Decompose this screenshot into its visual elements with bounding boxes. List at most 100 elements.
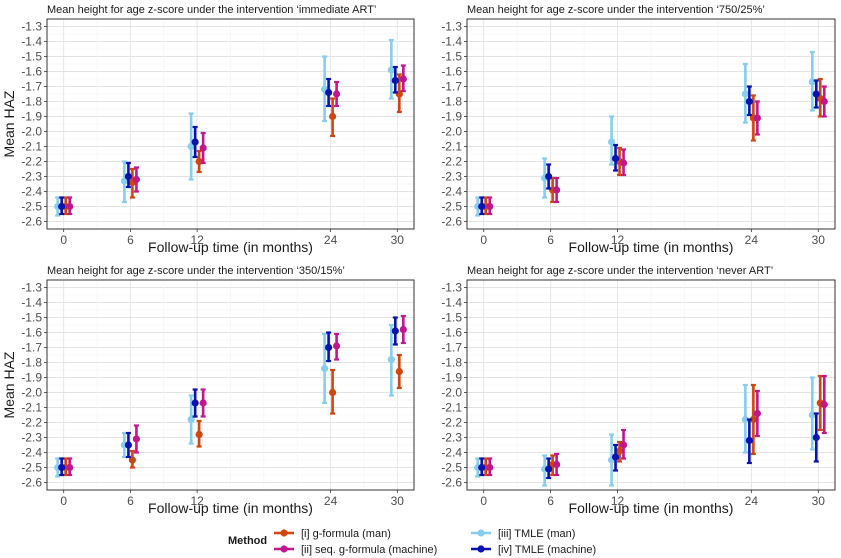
data-point (545, 465, 553, 473)
legend-title: Method (228, 535, 267, 547)
data-point (486, 202, 494, 211)
data-point (741, 90, 749, 98)
y-tick-label: -1.8 (21, 95, 42, 109)
y-tick-label: -2.6 (441, 476, 462, 490)
legend-item: [iv] TMLE (machine) (471, 544, 596, 556)
y-tick-label: -1.4 (21, 296, 42, 310)
y-tick-label: -2.2 (441, 155, 462, 169)
legend-swatch-point (280, 545, 288, 553)
x-tick-label: 0 (60, 494, 67, 508)
x-tick-label: 12 (190, 233, 204, 247)
data-point (741, 415, 749, 424)
y-tick-label: -2.5 (21, 461, 42, 475)
y-tick-label: -2.1 (21, 140, 42, 154)
y-tick-label: -1.7 (21, 80, 42, 94)
y-tick-label: -1.7 (21, 341, 42, 355)
y-tick-label: -1.9 (21, 371, 42, 385)
data-point (58, 463, 66, 472)
data-point (387, 66, 395, 74)
data-point (132, 175, 141, 184)
y-tick-label: -2.4 (21, 185, 42, 199)
x-tick-label: 12 (190, 494, 204, 508)
y-tick-label: -1.3 (441, 281, 462, 295)
y-tick-label: -1.9 (21, 110, 42, 124)
y-tick-label: -2.1 (441, 401, 462, 415)
series-tmle-man (54, 323, 395, 478)
data-point (187, 415, 195, 424)
series-tmle-man (474, 376, 816, 487)
data-point (820, 400, 828, 409)
y-tick-label: -1.6 (441, 65, 462, 79)
x-tick-label: 6 (547, 494, 554, 508)
panel-title: Mean height for age z-score under the in… (467, 4, 765, 16)
y-tick-label: -2.4 (441, 185, 462, 199)
series-seq-g-formula-machine (486, 85, 828, 216)
chart-panel-4: Mean height for age z-score under the in… (441, 265, 836, 516)
data-point (545, 172, 553, 181)
y-axis-label: Mean HAZ (1, 351, 17, 418)
data-point (391, 327, 399, 335)
grid-lines (47, 280, 414, 490)
data-point (619, 159, 628, 167)
x-axis-label: Follow-up time (in months) (148, 239, 313, 255)
data-point (66, 463, 74, 472)
legend-item: [ii] seq. g-formula (machine) (274, 544, 437, 556)
series-seq-g-formula-machine (66, 64, 407, 216)
y-tick-label: -1.5 (21, 50, 42, 64)
y-tick-label: -2.4 (441, 446, 462, 460)
legend-swatch-point (280, 529, 288, 537)
data-point (195, 430, 203, 439)
y-tick-label: -1.4 (441, 296, 462, 310)
y-tick-label: -2.3 (441, 431, 462, 445)
data-point (749, 415, 757, 424)
y-tick-label: -2.0 (21, 386, 42, 400)
x-tick-label: 24 (745, 233, 759, 247)
legend-label: [i] g-formula (man) (301, 528, 391, 540)
y-tick-label: -1.3 (21, 281, 42, 295)
y-tick-label: -1.9 (441, 371, 462, 385)
y-tick-label: -2.5 (441, 200, 462, 214)
chart-panel-3: Mean height for age z-score under the in… (1, 265, 415, 516)
x-tick-label: 24 (745, 494, 759, 508)
legend-label: [iii] TMLE (man) (498, 528, 575, 540)
y-tick-label: -1.5 (441, 50, 462, 64)
data-point (553, 460, 561, 469)
series-seq-g-formula-machine (486, 374, 828, 477)
y-tick-label: -2.3 (21, 431, 42, 445)
y-tick-label: -1.7 (441, 341, 462, 355)
y-tick-label: -2.4 (21, 446, 42, 460)
data-point (132, 435, 141, 443)
data-point (553, 186, 561, 194)
legend: Method [i] g-formula (man) [ii] seq. g-for… (228, 528, 596, 556)
panel-border (466, 279, 836, 491)
data-point (191, 138, 199, 146)
data-point (332, 90, 341, 98)
y-tick-label: -2.2 (21, 155, 42, 169)
legend-swatch-point (477, 529, 485, 537)
grid-lines (467, 280, 835, 490)
legend-label: [ii] seq. g-formula (machine) (301, 544, 437, 556)
series-tmle-machine (58, 65, 399, 216)
series-seq-g-formula-machine (66, 314, 407, 477)
data-point (128, 456, 137, 464)
data-point (199, 399, 207, 407)
data-point (820, 97, 828, 106)
x-axis-label: Follow-up time (in months) (569, 500, 734, 516)
chart-panel-1: Mean height for age z-score under the in… (1, 4, 415, 255)
y-tick-label: -2.1 (21, 401, 42, 415)
x-tick-label: 24 (324, 494, 338, 508)
data-point (486, 463, 494, 472)
y-tick-label: -2.3 (441, 170, 462, 184)
data-point (611, 154, 620, 163)
x-tick-label: 6 (127, 233, 134, 247)
data-point (58, 202, 66, 211)
data-point (324, 88, 333, 97)
data-point (328, 112, 337, 121)
y-tick-label: -2.1 (441, 140, 462, 154)
y-tick-label: -2.3 (21, 170, 42, 184)
x-tick-label: 30 (812, 233, 826, 247)
data-point (387, 355, 395, 364)
data-point (812, 433, 820, 442)
data-point (328, 388, 337, 397)
series-tmle-man (54, 38, 395, 217)
